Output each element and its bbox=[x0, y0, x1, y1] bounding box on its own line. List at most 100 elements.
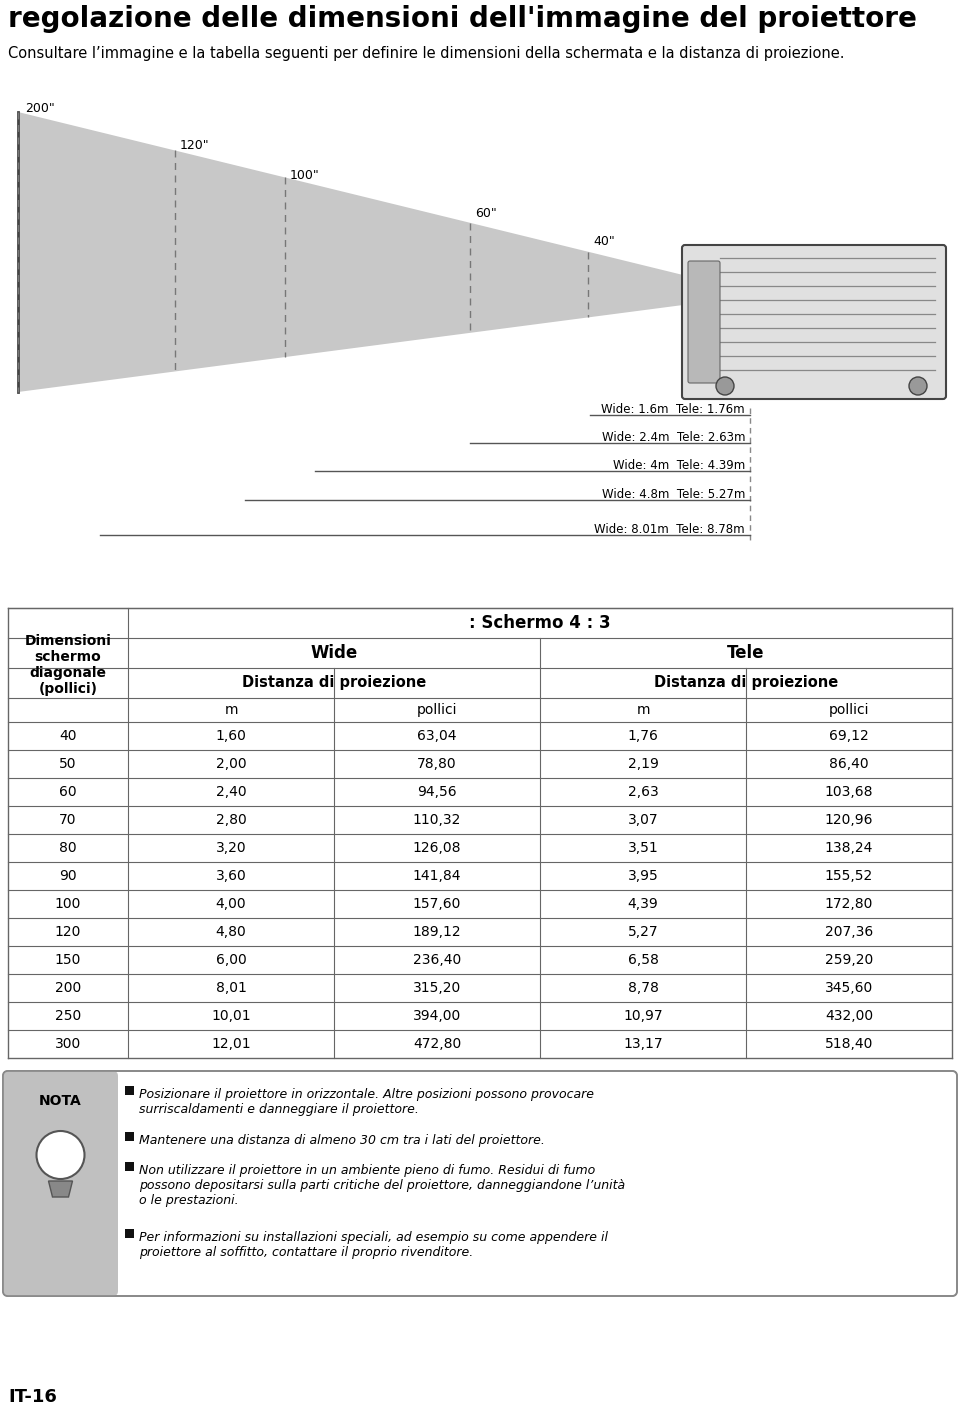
Text: Wide: 4.8m  Tele: 5.27m: Wide: 4.8m Tele: 5.27m bbox=[602, 489, 745, 501]
Text: 4,39: 4,39 bbox=[628, 897, 659, 911]
Text: 100": 100" bbox=[290, 169, 320, 182]
Text: m: m bbox=[636, 703, 650, 717]
Text: Wide: 4m  Tele: 4.39m: Wide: 4m Tele: 4.39m bbox=[612, 459, 745, 472]
Text: 1,60: 1,60 bbox=[216, 729, 247, 743]
Text: 2,19: 2,19 bbox=[628, 758, 659, 772]
Text: 94,56: 94,56 bbox=[418, 786, 457, 798]
Text: 189,12: 189,12 bbox=[413, 925, 462, 939]
Text: Wide: 2.4m  Tele: 2.63m: Wide: 2.4m Tele: 2.63m bbox=[602, 431, 745, 444]
Text: 6,00: 6,00 bbox=[216, 953, 247, 967]
Text: 13,17: 13,17 bbox=[623, 1038, 662, 1050]
Text: 63,04: 63,04 bbox=[418, 729, 457, 743]
Text: 2,63: 2,63 bbox=[628, 786, 659, 798]
Text: m: m bbox=[225, 703, 238, 717]
Polygon shape bbox=[49, 1181, 73, 1197]
Text: Consultare l’immagine e la tabella seguenti per definire le dimensioni della sch: Consultare l’immagine e la tabella segue… bbox=[8, 46, 845, 61]
Bar bbox=[125, 1132, 134, 1140]
Bar bbox=[125, 1229, 134, 1238]
Text: 6,58: 6,58 bbox=[628, 953, 659, 967]
Text: Posizionare il proiettore in orizzontale. Altre posizioni possono provocare
surr: Posizionare il proiettore in orizzontale… bbox=[139, 1088, 594, 1117]
Text: 3,07: 3,07 bbox=[628, 812, 659, 826]
Text: 155,52: 155,52 bbox=[825, 869, 874, 883]
Text: 110,32: 110,32 bbox=[413, 812, 461, 826]
Text: 3,51: 3,51 bbox=[628, 841, 659, 855]
Text: 80: 80 bbox=[60, 841, 77, 855]
Text: 200": 200" bbox=[25, 101, 55, 115]
Text: 5,27: 5,27 bbox=[628, 925, 659, 939]
Text: 78,80: 78,80 bbox=[418, 758, 457, 772]
Circle shape bbox=[909, 377, 927, 396]
Text: 236,40: 236,40 bbox=[413, 953, 461, 967]
Text: 472,80: 472,80 bbox=[413, 1038, 461, 1050]
Text: Dimensioni
schermo
diagonale
(pollici): Dimensioni schermo diagonale (pollici) bbox=[25, 634, 111, 697]
Text: 300: 300 bbox=[55, 1038, 82, 1050]
Text: 3,95: 3,95 bbox=[628, 869, 659, 883]
Text: 70: 70 bbox=[60, 812, 77, 826]
Text: 2,80: 2,80 bbox=[216, 812, 247, 826]
Text: 157,60: 157,60 bbox=[413, 897, 461, 911]
Text: 207,36: 207,36 bbox=[825, 925, 874, 939]
Text: 10,97: 10,97 bbox=[623, 1010, 662, 1024]
Text: 4,00: 4,00 bbox=[216, 897, 247, 911]
Text: Distanza di proiezione: Distanza di proiezione bbox=[242, 676, 426, 690]
Text: 4,80: 4,80 bbox=[216, 925, 247, 939]
Text: 1,76: 1,76 bbox=[628, 729, 659, 743]
Text: 126,08: 126,08 bbox=[413, 841, 461, 855]
Text: Non utilizzare il proiettore in un ambiente pieno di fumo. Residui di fumo
posso: Non utilizzare il proiettore in un ambie… bbox=[139, 1164, 625, 1207]
Text: regolazione delle dimensioni dell'immagine del proiettore: regolazione delle dimensioni dell'immagi… bbox=[8, 6, 917, 32]
Text: : Schermo 4 : 3: : Schermo 4 : 3 bbox=[469, 614, 611, 632]
Text: Tele: Tele bbox=[728, 643, 765, 662]
Circle shape bbox=[716, 377, 734, 396]
Text: 2,00: 2,00 bbox=[216, 758, 247, 772]
Text: 50: 50 bbox=[60, 758, 77, 772]
Text: Wide: 1.6m  Tele: 1.76m: Wide: 1.6m Tele: 1.76m bbox=[601, 403, 745, 415]
Text: 90: 90 bbox=[60, 869, 77, 883]
Text: 40: 40 bbox=[60, 729, 77, 743]
Text: 8,01: 8,01 bbox=[216, 981, 247, 995]
Text: pollici: pollici bbox=[828, 703, 869, 717]
Text: 100: 100 bbox=[55, 897, 82, 911]
Text: 103,68: 103,68 bbox=[825, 786, 874, 798]
Text: Per informazioni su installazioni speciali, ad esempio su come appendere il
proi: Per informazioni su installazioni specia… bbox=[139, 1231, 608, 1259]
Text: 40": 40" bbox=[593, 235, 614, 248]
Text: 150: 150 bbox=[55, 953, 82, 967]
Text: 172,80: 172,80 bbox=[825, 897, 874, 911]
Text: Wide: Wide bbox=[310, 643, 358, 662]
Text: 60": 60" bbox=[475, 207, 496, 220]
Text: 200: 200 bbox=[55, 981, 82, 995]
FancyBboxPatch shape bbox=[3, 1071, 118, 1295]
Text: 3,20: 3,20 bbox=[216, 841, 247, 855]
Circle shape bbox=[36, 1131, 84, 1178]
Text: 394,00: 394,00 bbox=[413, 1010, 461, 1024]
Text: NOTA: NOTA bbox=[39, 1094, 82, 1108]
Bar bbox=[125, 1086, 134, 1095]
Text: 3,60: 3,60 bbox=[216, 869, 247, 883]
Text: Wide: 8.01m  Tele: 8.78m: Wide: 8.01m Tele: 8.78m bbox=[594, 522, 745, 536]
Text: 141,84: 141,84 bbox=[413, 869, 461, 883]
Text: Distanza di proiezione: Distanza di proiezione bbox=[654, 676, 838, 690]
Bar bbox=[125, 1162, 134, 1171]
Text: IT-16: IT-16 bbox=[8, 1388, 57, 1407]
Text: 138,24: 138,24 bbox=[825, 841, 874, 855]
Text: 345,60: 345,60 bbox=[825, 981, 874, 995]
Polygon shape bbox=[18, 113, 683, 391]
Text: 10,01: 10,01 bbox=[211, 1010, 251, 1024]
Text: 8,78: 8,78 bbox=[628, 981, 659, 995]
Text: 120": 120" bbox=[180, 139, 209, 152]
Text: 2,40: 2,40 bbox=[216, 786, 247, 798]
Text: Mantenere una distanza di almeno 30 cm tra i lati del proiettore.: Mantenere una distanza di almeno 30 cm t… bbox=[139, 1133, 545, 1148]
FancyBboxPatch shape bbox=[3, 1071, 957, 1295]
Text: 120: 120 bbox=[55, 925, 82, 939]
FancyBboxPatch shape bbox=[682, 245, 946, 398]
Text: 86,40: 86,40 bbox=[829, 758, 869, 772]
Text: 120,96: 120,96 bbox=[825, 812, 874, 826]
Text: 69,12: 69,12 bbox=[829, 729, 869, 743]
Text: 250: 250 bbox=[55, 1010, 82, 1024]
FancyBboxPatch shape bbox=[688, 260, 720, 383]
Text: 259,20: 259,20 bbox=[825, 953, 874, 967]
Text: pollici: pollici bbox=[417, 703, 457, 717]
Text: 12,01: 12,01 bbox=[211, 1038, 251, 1050]
Text: 315,20: 315,20 bbox=[413, 981, 461, 995]
Text: 518,40: 518,40 bbox=[825, 1038, 874, 1050]
Text: 60: 60 bbox=[60, 786, 77, 798]
